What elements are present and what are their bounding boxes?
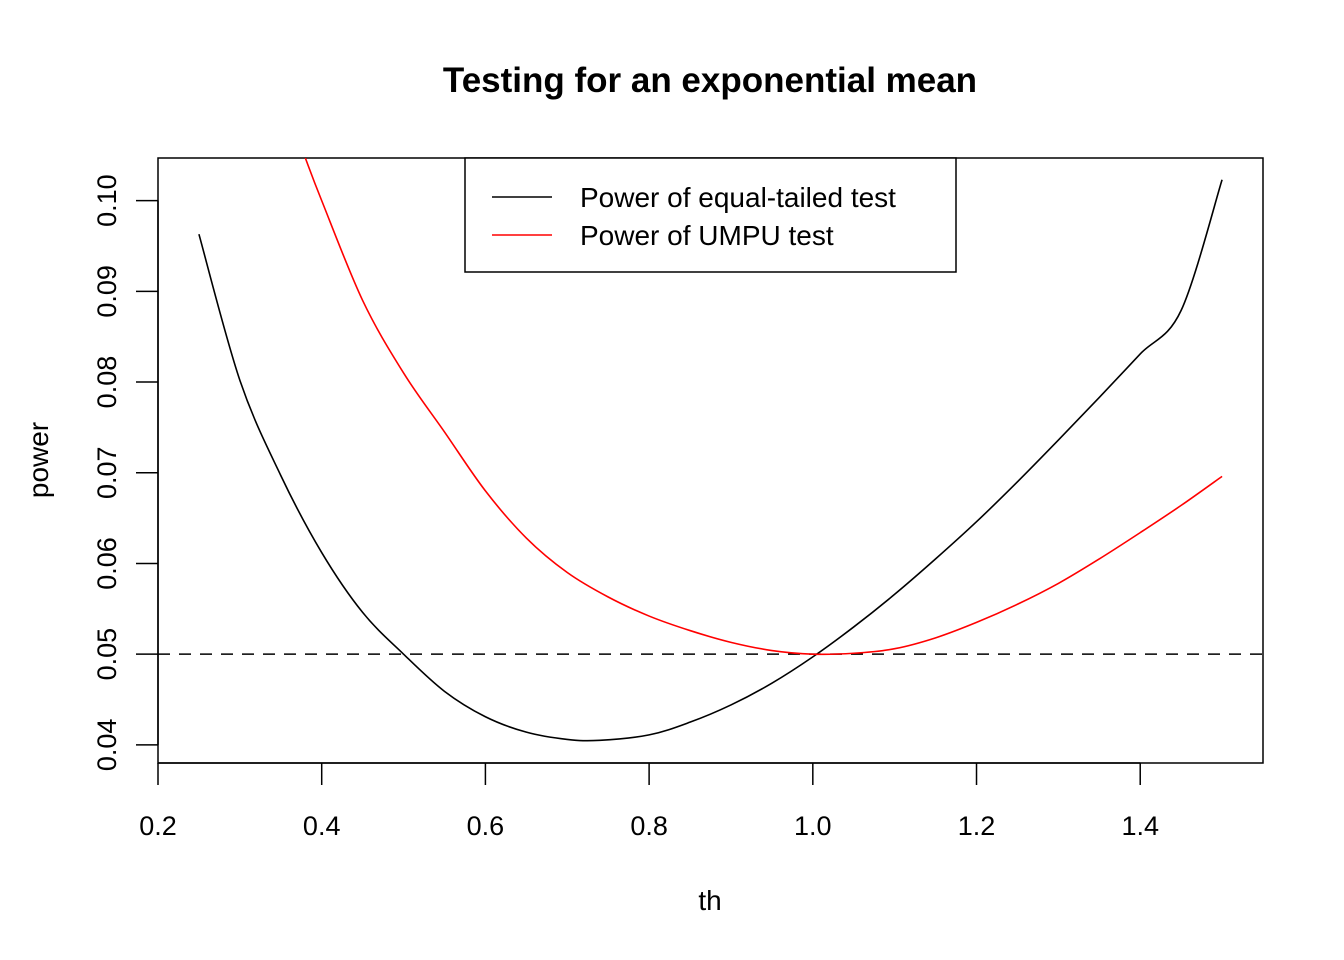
- series-group: [198, 158, 1223, 742]
- y-tick-label: 0.05: [92, 628, 122, 681]
- y-tick-label: 0.10: [92, 174, 122, 227]
- y-axis-label: power: [23, 422, 54, 498]
- x-tick-label: 0.4: [303, 811, 341, 841]
- x-tick-label: 0.8: [630, 811, 668, 841]
- series-line-0: [198, 179, 1223, 742]
- y-axis: 0.04 0.05 0.06 0.07 0.08 0.09 0.10: [92, 174, 159, 772]
- y-tick-label: 0.06: [92, 537, 122, 590]
- y-tick-label: 0.04: [92, 719, 122, 772]
- x-axis-label: th: [698, 885, 721, 916]
- legend: Power of equal-tailed test Power of UMPU…: [464, 157, 957, 273]
- x-tick-label: 0.6: [467, 811, 505, 841]
- x-axis: 0.2 0.4 0.6 0.8 1.0 1.2 1.4: [139, 762, 1159, 841]
- chart-title: Testing for an exponential mean: [443, 61, 977, 100]
- series-line-1: [304, 158, 1223, 656]
- x-tick-label: 1.0: [794, 811, 832, 841]
- y-tick-label: 0.09: [92, 265, 122, 318]
- legend-label-equal-tailed: Power of equal-tailed test: [580, 182, 896, 213]
- y-tick-label: 0.08: [92, 356, 122, 409]
- x-tick-label: 0.2: [139, 811, 177, 841]
- x-tick-label: 1.4: [1121, 811, 1159, 841]
- y-tick-label: 0.07: [92, 446, 122, 499]
- x-tick-label: 1.2: [958, 811, 996, 841]
- legend-box: [464, 157, 957, 273]
- legend-label-umpu: Power of UMPU test: [580, 220, 834, 251]
